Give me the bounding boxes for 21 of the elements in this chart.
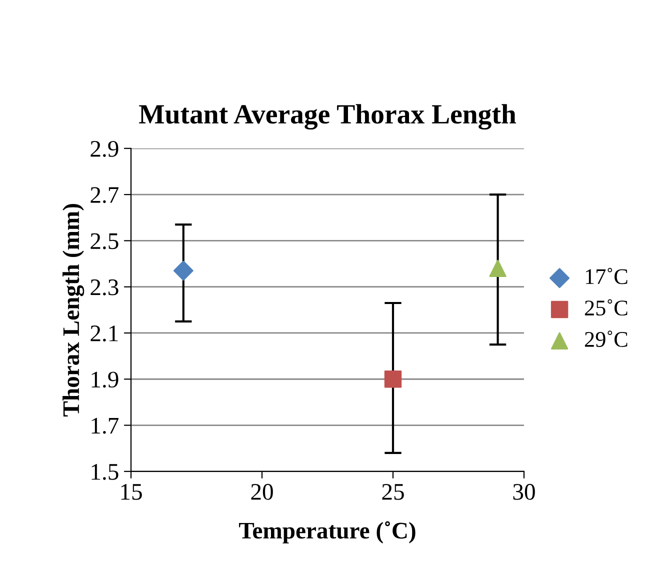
x-axis-title: Temperature (˚C) (239, 521, 416, 544)
y-tick-label: 2.9 (90, 140, 118, 157)
point (173, 260, 194, 281)
y-tick-label: 1.7 (92, 418, 119, 434)
y-tick-label: 1.5 (92, 464, 118, 480)
legend-label: 29˚C (584, 330, 628, 347)
point (489, 260, 506, 277)
y-tick-label: 1.9 (92, 372, 118, 388)
chart-title: Mutant Average Thorax Length (139, 104, 516, 130)
x-tick-label: 15 (121, 484, 142, 500)
legend-label: 17˚C (586, 268, 628, 284)
point (384, 370, 402, 388)
y-axis-title: Thorax Length (mm) (62, 204, 84, 416)
y-tick-label: 2.1 (90, 326, 118, 342)
x-tick-label: 30 (513, 484, 535, 500)
x-tick-label: 25 (382, 484, 404, 500)
y-tick-label: 2.7 (90, 187, 119, 204)
x-tick-label: 20 (251, 484, 273, 500)
legend-label: 25˚C (584, 299, 628, 316)
y-tick-label: 2.3 (90, 279, 118, 296)
y-tick-label: 2.5 (90, 233, 118, 250)
